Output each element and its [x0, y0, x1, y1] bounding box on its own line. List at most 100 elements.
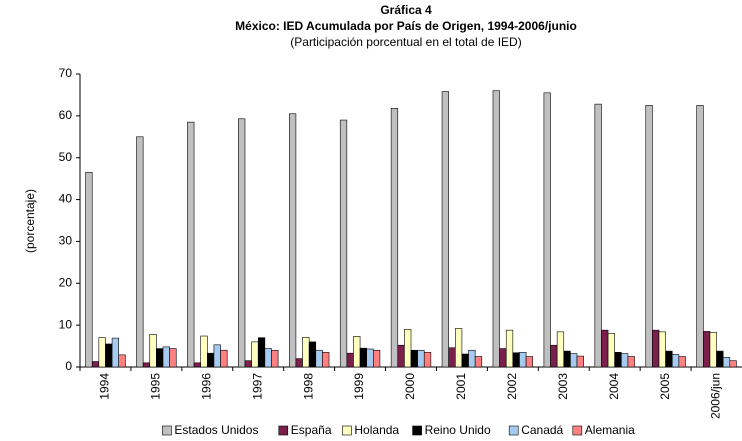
x-tick-label: 1999 [352, 373, 366, 400]
bar [142, 362, 151, 368]
bar [716, 350, 724, 368]
legend-swatch [162, 425, 172, 436]
bar [251, 341, 259, 368]
bar [322, 352, 330, 368]
bar [607, 333, 615, 368]
bar [601, 329, 609, 368]
legend-swatch [278, 425, 289, 436]
bar [410, 349, 418, 368]
y-tick-label: 50 [59, 150, 73, 164]
bar [105, 343, 113, 368]
bar [169, 348, 177, 368]
bar [696, 105, 704, 368]
bar [550, 344, 558, 368]
bar [339, 119, 348, 368]
bar [417, 349, 425, 368]
bar [627, 356, 635, 368]
bar [91, 361, 100, 368]
bar [308, 341, 317, 368]
x-tick-label: 2001 [454, 373, 468, 400]
bar [709, 331, 717, 368]
x-tick-label: 1996 [199, 373, 213, 400]
bar [678, 356, 686, 368]
bar [373, 349, 381, 368]
bar [525, 356, 534, 368]
legend-label: Estados Unidos [174, 423, 258, 437]
bar [658, 331, 666, 368]
x-tick-label: 2002 [505, 373, 519, 400]
bar [397, 344, 405, 368]
bar [702, 331, 711, 368]
bar [505, 329, 514, 368]
bar [474, 356, 483, 368]
bar [359, 347, 367, 368]
x-tick-label: 2004 [607, 373, 621, 400]
bar [729, 360, 737, 368]
bar [404, 329, 412, 368]
bar [614, 352, 622, 368]
x-tick-label: 1997 [250, 373, 264, 400]
bar [288, 113, 297, 368]
bar [543, 92, 551, 368]
bar [136, 136, 144, 368]
bar [213, 344, 221, 368]
x-tick-label: 2003 [556, 373, 570, 400]
bar [455, 328, 463, 368]
bar [366, 348, 374, 368]
bar [499, 348, 507, 368]
legend-label: Canadá [521, 423, 563, 437]
bar [118, 354, 126, 368]
bar [257, 337, 266, 368]
x-tick-label: 2006/jun [709, 373, 723, 419]
bar [162, 346, 170, 368]
bar [665, 350, 673, 368]
bar [295, 358, 303, 368]
bar [563, 350, 571, 368]
bar [722, 357, 731, 368]
bar [244, 360, 252, 368]
legend-label: Holanda [354, 423, 399, 437]
y-tick-label: 20 [59, 275, 73, 289]
legend-swatch [572, 425, 583, 436]
bar [519, 352, 527, 368]
bar [556, 331, 565, 368]
bar [315, 349, 323, 368]
y-axis-label: (porcentaje) [23, 189, 37, 253]
bar [156, 348, 164, 368]
x-tick-label: 1994 [98, 373, 112, 400]
bar [238, 118, 246, 368]
bar [512, 352, 520, 368]
y-tick-label: 10 [59, 317, 73, 331]
chart-subtitle: México: IED Acumulada por País de Origen… [235, 19, 577, 33]
bar [220, 349, 228, 368]
y-tick-label: 30 [59, 234, 73, 248]
bar [570, 353, 578, 368]
bar [461, 353, 469, 368]
bar [271, 349, 279, 368]
bar [207, 352, 215, 368]
bar [353, 336, 361, 368]
bar [492, 90, 500, 368]
bar [671, 354, 680, 368]
bar [645, 105, 653, 368]
bar [111, 337, 120, 368]
bar [448, 347, 456, 368]
x-tick-label: 1995 [149, 373, 163, 400]
y-tick-label: 60 [59, 108, 73, 122]
bar [200, 335, 208, 368]
legend-swatch [508, 425, 519, 436]
chart-note: (Participación porcentual en el total de… [290, 35, 521, 49]
legend-swatch [342, 425, 352, 436]
bar [187, 121, 195, 368]
bar [302, 336, 310, 368]
bar [576, 355, 584, 368]
legend-swatch [412, 425, 422, 436]
bar [621, 353, 629, 368]
bar [441, 91, 449, 368]
x-tick-label: 2000 [403, 373, 417, 400]
chart-title: Gráfica 4 [380, 3, 432, 17]
bar [423, 352, 432, 368]
y-tick-label: 0 [65, 359, 72, 373]
y-tick-label: 70 [59, 66, 73, 80]
